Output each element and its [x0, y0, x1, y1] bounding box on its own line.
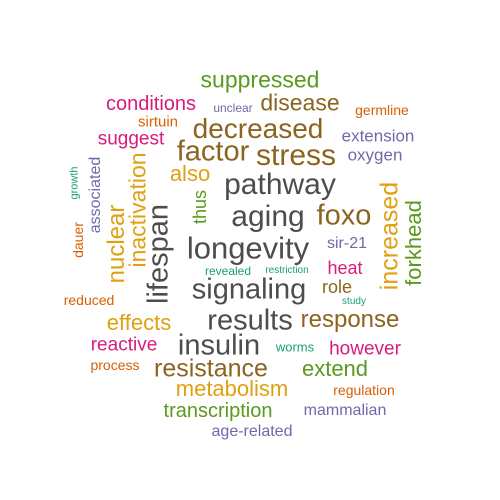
word-worms: worms: [275, 339, 315, 355]
word-extension: extension: [341, 126, 415, 146]
word-conditions: conditions: [105, 93, 197, 115]
word-restriction: restriction: [265, 265, 309, 276]
word-pathway: pathway: [224, 168, 336, 201]
word-suppressed: suppressed: [200, 66, 320, 93]
word-unclear: unclear: [213, 101, 253, 115]
word-role: role: [321, 277, 353, 297]
word-thus: thus: [190, 189, 210, 225]
word-regulation: regulation: [333, 382, 395, 398]
word-resistance: resistance: [154, 354, 268, 383]
word-metabolism: metabolism: [175, 376, 289, 401]
word-forkhead: forkhead: [401, 200, 426, 286]
word-revealed: revealed: [204, 264, 252, 278]
word-however: however: [329, 338, 401, 360]
word-transcription: transcription: [163, 400, 273, 422]
word-decreased: decreased: [192, 113, 324, 144]
word-factor: factor: [176, 135, 250, 168]
word-foxo: foxo: [316, 199, 372, 232]
word-reduced: reduced: [63, 292, 115, 308]
word-longevity: longevity: [186, 230, 310, 266]
word-mammalian: mammalian: [303, 402, 387, 419]
word-oxygen: oxygen: [347, 145, 403, 165]
word-aging: aging: [231, 200, 305, 233]
word-response: response: [300, 306, 400, 333]
word-disease: disease: [260, 89, 340, 116]
word-study: study: [342, 296, 366, 307]
word-increased: increased: [375, 181, 404, 291]
word-germline: germline: [355, 102, 409, 118]
word-effects: effects: [106, 310, 172, 335]
word-nuclear: nuclear: [103, 204, 130, 284]
word-results: results: [207, 304, 293, 337]
word-sirtuin: sirtuin: [137, 113, 179, 131]
word-growth: growth: [68, 166, 81, 200]
word-also: also: [169, 161, 211, 186]
word-suggest: suggest: [97, 128, 165, 150]
word-heat: heat: [327, 258, 363, 278]
word-associated: associated: [87, 156, 104, 234]
word-extend: extend: [301, 356, 369, 381]
word-stress: stress: [255, 139, 337, 172]
word-insulin: insulin: [177, 329, 261, 362]
word-reactive: reactive: [90, 334, 158, 356]
word-sir21: sir-21: [326, 235, 368, 252]
word-process: process: [90, 357, 140, 373]
word-signaling: signaling: [191, 273, 307, 306]
word-dauer: dauer: [70, 222, 86, 258]
word-age-related: age-related: [211, 423, 293, 440]
word-lifespan: lifespan: [142, 204, 175, 304]
